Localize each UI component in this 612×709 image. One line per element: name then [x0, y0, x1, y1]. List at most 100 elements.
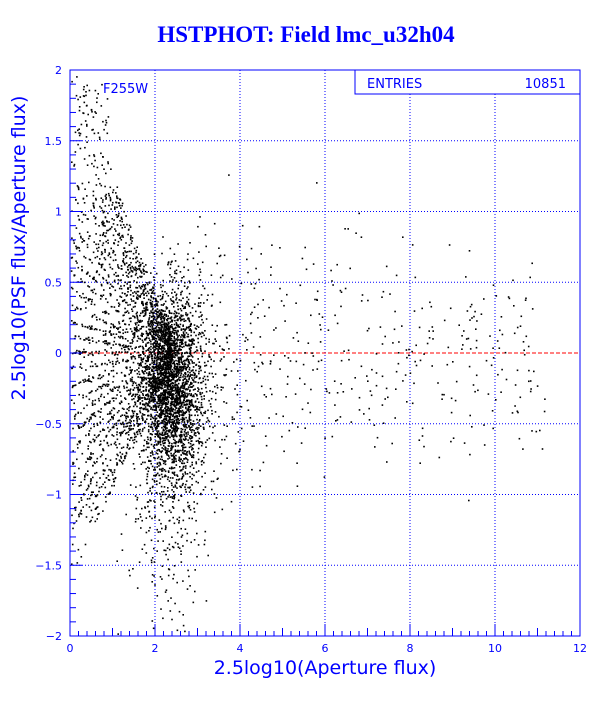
data-point: [166, 490, 169, 492]
data-point: [129, 388, 132, 390]
data-point: [182, 339, 184, 342]
data-point: [110, 293, 112, 296]
data-point: [160, 485, 163, 488]
data-point: [167, 377, 170, 379]
data-point: [140, 364, 142, 367]
data-point: [170, 312, 173, 315]
data-point: [201, 442, 204, 445]
data-point: [151, 433, 153, 436]
data-point: [133, 268, 135, 271]
data-point: [107, 383, 110, 386]
data-point: [186, 300, 188, 303]
data-point: [90, 509, 93, 512]
data-point: [136, 321, 138, 324]
data-point: [180, 359, 183, 361]
data-point: [146, 308, 149, 311]
data-point: [153, 367, 155, 370]
data-point: [164, 591, 167, 593]
data-point: [160, 369, 162, 372]
data-point: [144, 506, 146, 508]
data-point: [151, 557, 154, 559]
data-point: [175, 458, 177, 460]
data-point: [104, 369, 106, 372]
data-point: [164, 403, 167, 406]
data-point: [166, 478, 169, 481]
data-point: [183, 367, 185, 369]
data-point: [172, 424, 174, 426]
data-point: [181, 449, 183, 452]
data-point: [169, 610, 172, 612]
data-point: [80, 509, 82, 512]
data-point: [140, 321, 142, 323]
data-point: [102, 469, 105, 471]
data-point: [97, 243, 100, 246]
data-point: [94, 462, 96, 465]
data-point: [105, 193, 107, 196]
data-point: [115, 309, 117, 312]
data-point: [141, 370, 144, 373]
data-point: [105, 342, 108, 345]
data-point: [168, 335, 171, 338]
data-point: [72, 322, 75, 324]
data-point: [171, 442, 173, 445]
data-point: [113, 471, 116, 474]
data-point: [165, 389, 168, 391]
data-point: [155, 344, 157, 346]
data-point: [157, 400, 160, 402]
data-point: [107, 192, 110, 195]
data-point: [182, 452, 185, 454]
data-point: [138, 253, 140, 255]
data-point: [152, 485, 154, 488]
data-point: [129, 447, 131, 449]
data-point: [94, 495, 97, 498]
data-point: [199, 311, 202, 314]
data-point: [77, 266, 80, 269]
data-point: [76, 291, 78, 293]
data-point: [174, 310, 176, 313]
data-point: [160, 367, 163, 370]
data-point: [143, 377, 146, 379]
data-point: [157, 395, 160, 398]
data-point: [108, 430, 110, 433]
data-point: [124, 457, 126, 460]
data-point: [155, 357, 157, 360]
data-point: [165, 333, 167, 335]
data-point: [165, 430, 168, 432]
data-point: [192, 338, 194, 340]
data-point: [193, 501, 195, 503]
data-point: [175, 375, 178, 377]
data-point: [130, 424, 132, 427]
data-point: [182, 314, 184, 317]
data-point: [167, 262, 170, 264]
data-point: [185, 351, 188, 354]
data-point: [126, 294, 128, 296]
data-point: [133, 356, 136, 358]
data-point: [128, 373, 130, 376]
data-point: [202, 380, 205, 383]
data-point: [189, 329, 191, 331]
data-point: [140, 391, 142, 393]
data-point: [175, 464, 178, 466]
data-point: [164, 474, 166, 477]
data-point: [87, 113, 89, 116]
data-point: [177, 318, 179, 320]
data-point: [156, 330, 159, 332]
data-point: [183, 318, 185, 320]
data-point: [168, 336, 170, 339]
data-point: [161, 393, 163, 396]
data-point: [183, 433, 185, 436]
data-point: [162, 335, 165, 338]
data-point: [173, 404, 175, 407]
data-point: [131, 237, 134, 239]
data-point: [177, 412, 179, 414]
data-point: [104, 249, 106, 251]
data-point: [142, 390, 144, 392]
data-point: [181, 452, 184, 454]
data-point: [100, 376, 103, 379]
data-point: [195, 369, 197, 372]
data-point: [176, 629, 179, 632]
data-point: [191, 386, 194, 388]
data-point: [102, 449, 105, 451]
data-point: [149, 332, 152, 334]
data-point: [103, 321, 106, 324]
